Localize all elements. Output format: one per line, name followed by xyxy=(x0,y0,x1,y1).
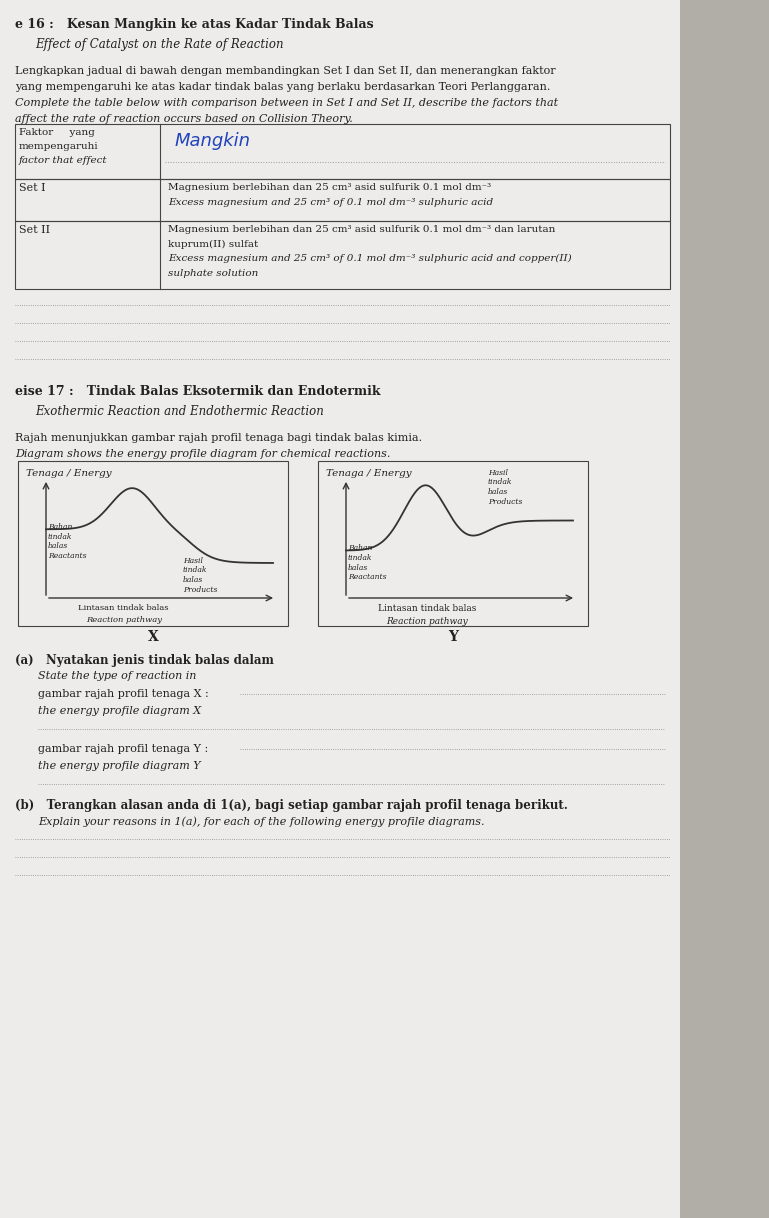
Text: affect the rate of reaction occurs based on Collision Theory.: affect the rate of reaction occurs based… xyxy=(15,114,353,124)
Text: Complete the table below with comparison between in Set I and Set II, describe t: Complete the table below with comparison… xyxy=(15,97,558,108)
Text: Rajah menunjukkan gambar rajah profil tenaga bagi tindak balas kimia.: Rajah menunjukkan gambar rajah profil te… xyxy=(15,434,422,443)
Text: Tenaga / Energy: Tenaga / Energy xyxy=(326,469,411,477)
Text: Effect of Catalyst on the Rate of Reaction: Effect of Catalyst on the Rate of Reacti… xyxy=(35,38,284,51)
Text: Tenaga / Energy: Tenaga / Energy xyxy=(26,469,112,477)
Text: Hasil
tindak
balas
Products: Hasil tindak balas Products xyxy=(488,469,522,505)
Text: State the type of reaction in: State the type of reaction in xyxy=(38,671,196,681)
Text: gambar rajah profil tenaga X :: gambar rajah profil tenaga X : xyxy=(38,689,208,699)
Text: Magnesium berlebihan dan 25 cm³ asid sulfurik 0.1 mol dm⁻³ dan larutan: Magnesium berlebihan dan 25 cm³ asid sul… xyxy=(168,225,555,234)
Bar xyxy=(15,124,670,179)
Bar xyxy=(680,0,769,1218)
Text: Reaction pathway: Reaction pathway xyxy=(386,618,468,626)
Text: gambar rajah profil tenaga Y :: gambar rajah profil tenaga Y : xyxy=(38,744,208,754)
Text: the energy profile diagram X: the energy profile diagram X xyxy=(38,706,201,716)
Text: the energy profile diagram Y: the energy profile diagram Y xyxy=(38,761,201,771)
Text: Reaction pathway: Reaction pathway xyxy=(86,616,162,624)
Text: Explain your reasons in 1(a), for each of the following energy profile diagrams.: Explain your reasons in 1(a), for each o… xyxy=(38,816,484,827)
Bar xyxy=(15,220,670,289)
Text: Hasil
tindak
balas
Products: Hasil tindak balas Products xyxy=(183,557,218,593)
Text: Exothermic Reaction and Endothermic Reaction: Exothermic Reaction and Endothermic Reac… xyxy=(35,406,324,418)
Text: Excess magnesium and 25 cm³ of 0.1 mol dm⁻³ sulphuric acid: Excess magnesium and 25 cm³ of 0.1 mol d… xyxy=(168,199,493,207)
Text: factor that effect: factor that effect xyxy=(19,156,108,164)
Text: kuprum(II) sulfat: kuprum(II) sulfat xyxy=(168,240,258,250)
Bar xyxy=(18,460,288,626)
Text: Lengkapkan jadual di bawah dengan membandingkan Set I dan Set II, dan menerangka: Lengkapkan jadual di bawah dengan memban… xyxy=(15,66,556,76)
Text: Set II: Set II xyxy=(19,225,50,235)
Text: Mangkin: Mangkin xyxy=(175,132,251,150)
Text: mempengaruhi: mempengaruhi xyxy=(19,143,98,151)
Text: Diagram shows the energy profile diagram for chemical reactions.: Diagram shows the energy profile diagram… xyxy=(15,449,391,459)
Text: Magnesium berlebihan dan 25 cm³ asid sulfurik 0.1 mol dm⁻³: Magnesium berlebihan dan 25 cm³ asid sul… xyxy=(168,183,491,192)
Text: Y: Y xyxy=(448,630,458,644)
Text: eise 17 :   Tindak Balas Eksotermik dan Endotermik: eise 17 : Tindak Balas Eksotermik dan En… xyxy=(15,385,381,398)
Text: yang mempengaruhi ke atas kadar tindak balas yang berlaku berdasarkan Teori Perl: yang mempengaruhi ke atas kadar tindak b… xyxy=(15,82,551,93)
Text: Bahan
tindak
balas
Reactants: Bahan tindak balas Reactants xyxy=(48,524,86,560)
Bar xyxy=(15,179,670,220)
Text: Set I: Set I xyxy=(19,183,45,192)
Text: (b)   Terangkan alasan anda di 1(a), bagi setiap gambar rajah profil tenaga beri: (b) Terangkan alasan anda di 1(a), bagi … xyxy=(15,799,568,812)
Text: sulphate solution: sulphate solution xyxy=(168,269,258,278)
Bar xyxy=(318,460,588,626)
Text: Faktor     yang: Faktor yang xyxy=(19,128,95,136)
Bar xyxy=(0,0,680,1218)
Text: Excess magnesium and 25 cm³ of 0.1 mol dm⁻³ sulphuric acid and copper(II): Excess magnesium and 25 cm³ of 0.1 mol d… xyxy=(168,255,571,263)
Text: Bahan
tindak
balas
Reactants: Bahan tindak balas Reactants xyxy=(348,544,387,581)
Text: X: X xyxy=(148,630,158,644)
Text: e 16 :   Kesan Mangkin ke atas Kadar Tindak Balas: e 16 : Kesan Mangkin ke atas Kadar Tinda… xyxy=(15,18,374,30)
Text: Lintasan tindak balas: Lintasan tindak balas xyxy=(78,604,168,611)
Text: (a)   Nyatakan jenis tindak balas dalam: (a) Nyatakan jenis tindak balas dalam xyxy=(15,654,274,667)
Text: Lintasan tindak balas: Lintasan tindak balas xyxy=(378,604,476,613)
